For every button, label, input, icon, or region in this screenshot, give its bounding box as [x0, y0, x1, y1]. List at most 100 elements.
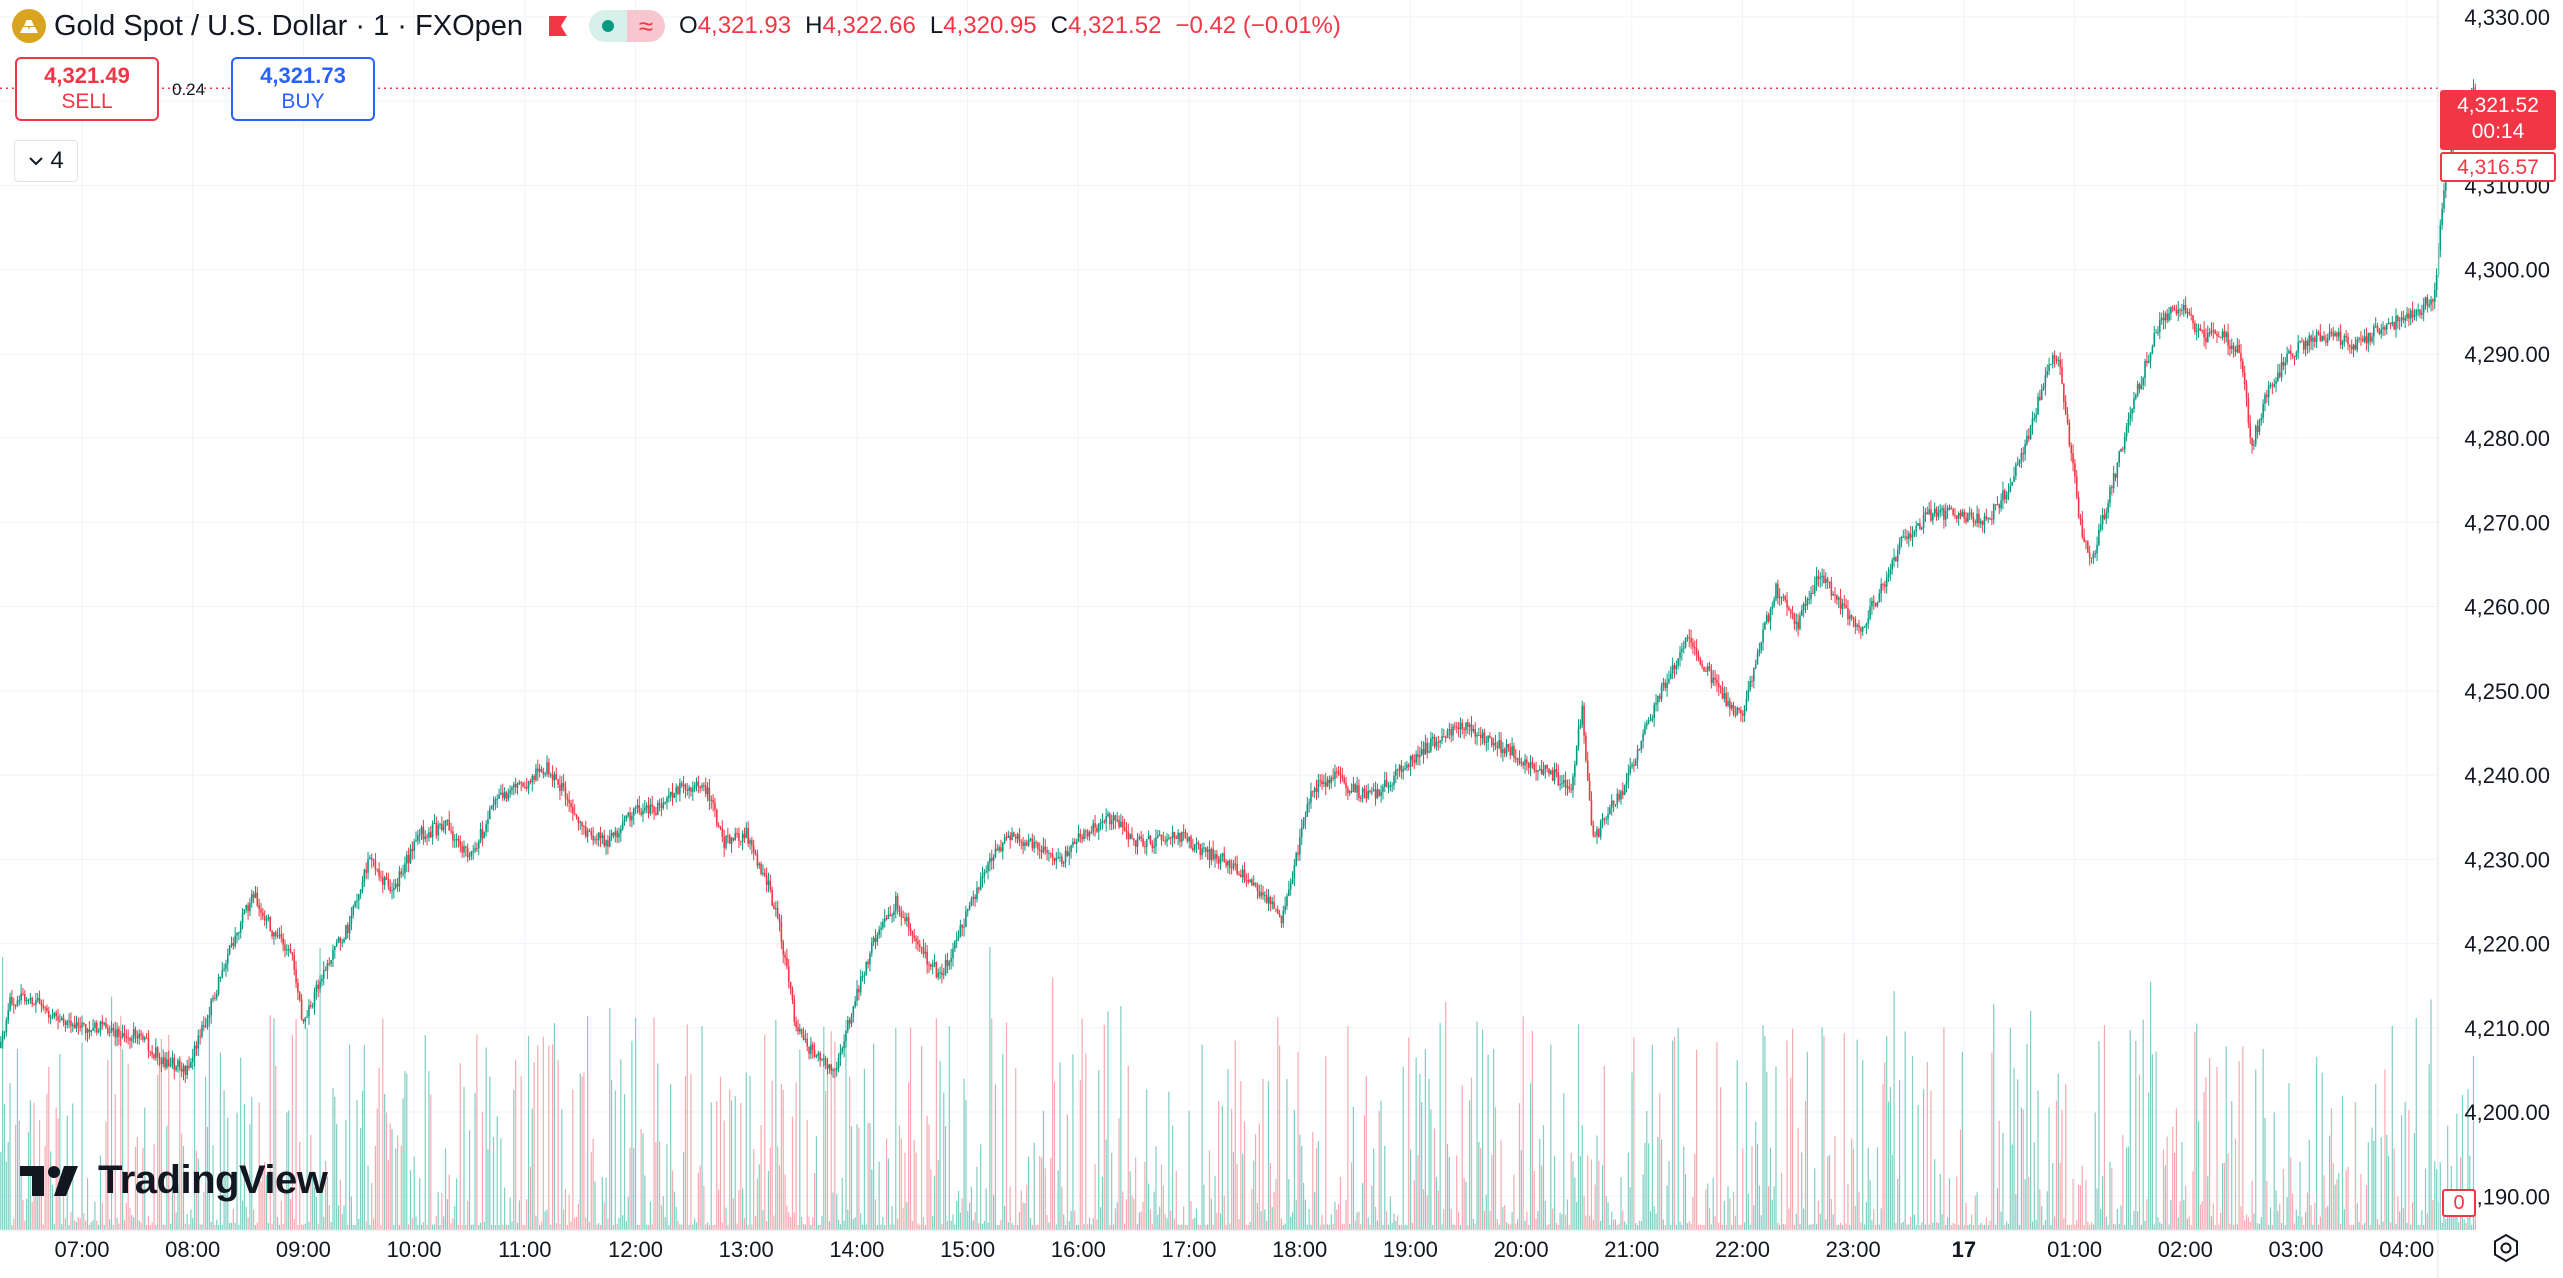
candle-body	[688, 787, 690, 791]
candle-body	[1404, 767, 1406, 770]
volume-bar	[1679, 1221, 1681, 1230]
volume-bar	[2037, 1090, 2039, 1230]
price-axis[interactable]: 4,190.004,200.004,210.004,220.004,230.00…	[2437, 0, 2550, 1278]
candle-body	[2099, 524, 2102, 530]
volume-bar	[2452, 1208, 2454, 1230]
symbol-title[interactable]: Gold Spot / U.S. Dollar · 1 · FXOpen	[54, 9, 524, 42]
open-value: 4,321.93	[697, 12, 792, 39]
volume-bar	[1129, 1171, 1131, 1230]
volume-bar	[991, 1018, 993, 1230]
candle-body	[2258, 420, 2261, 432]
volume-bar	[1164, 1214, 1166, 1230]
candle-body	[1812, 592, 1814, 594]
volume-bar	[1430, 1109, 1432, 1230]
volume-bar	[893, 1224, 895, 1230]
candle-body	[190, 1061, 192, 1068]
candle-body	[20, 993, 22, 1001]
candle-body	[2236, 344, 2239, 352]
volume-bar	[756, 1178, 758, 1230]
volume-bar	[924, 1224, 926, 1230]
candle-body	[1332, 777, 1334, 779]
candle-body	[610, 832, 613, 837]
volume-bar	[2242, 1046, 2244, 1230]
candle-body	[1125, 830, 1128, 832]
volume-bar	[282, 1223, 284, 1230]
candle-body	[1943, 508, 1945, 520]
volume-bar	[2321, 1072, 2323, 1230]
candle-body	[1455, 726, 1458, 728]
volume-bar	[1993, 1003, 1995, 1230]
candle-body	[129, 1038, 131, 1041]
candle-body	[1583, 705, 1585, 736]
candle-body	[446, 819, 449, 821]
volume-bar	[2166, 1136, 2168, 1230]
volume-bar	[679, 1224, 681, 1230]
candle-body	[243, 909, 246, 914]
candle-body	[998, 847, 1000, 851]
volume-bar	[863, 1068, 866, 1230]
candle-body	[896, 896, 899, 909]
candle-body	[2345, 335, 2347, 338]
volume-bar	[286, 1112, 288, 1230]
candle-body	[586, 830, 589, 837]
candle-body	[1085, 830, 1087, 832]
indicators-collapse-button[interactable]: 4	[14, 140, 78, 182]
volume-bar	[719, 1076, 722, 1230]
candle-body	[966, 909, 969, 912]
candle-body	[577, 817, 580, 823]
volume-bar	[631, 1040, 633, 1230]
candle-body	[1540, 769, 1543, 775]
volume-bar	[361, 1090, 364, 1230]
volume-bar	[280, 1200, 282, 1230]
volume-bar	[1791, 1028, 1794, 1230]
candle-body	[1765, 615, 1768, 623]
candle-body	[2267, 385, 2270, 398]
candle-body	[786, 957, 788, 967]
volume-bar	[336, 1123, 338, 1230]
sell-button[interactable]: 4,321.49 SELL	[15, 57, 159, 121]
candle-body	[2240, 352, 2242, 362]
volume-bar	[376, 1108, 378, 1230]
volume-bar	[1393, 1213, 1395, 1230]
candle-body	[607, 840, 609, 847]
volume-bar	[1064, 1224, 1067, 1230]
volume-bar	[2233, 1224, 2235, 1230]
volume-bar	[83, 1213, 85, 1230]
flag-icon[interactable]	[545, 13, 571, 39]
time-axis[interactable]: 07:00 08:00 09:00 10:00 11:00 12:00 13:00 14:00…	[0, 1229, 2438, 1262]
volume-bar	[371, 1182, 373, 1230]
market-status-toggle[interactable]: ≈	[589, 10, 666, 42]
candle-body	[1655, 702, 1657, 705]
candle-body	[679, 782, 681, 794]
buy-button[interactable]: 4,321.73 BUY	[231, 57, 375, 121]
volume-bar	[358, 1218, 360, 1230]
volume-bar	[1566, 1199, 1569, 1230]
volume-bar	[249, 1124, 251, 1230]
volume-bar	[2456, 1113, 2458, 1230]
candle-body	[378, 869, 380, 877]
volume-bar	[127, 1063, 129, 1230]
volume-bar	[238, 1224, 240, 1230]
candle-body	[2000, 500, 2002, 509]
candle-body	[2112, 473, 2115, 489]
candle-body	[950, 958, 952, 962]
volume-bar	[1836, 1224, 1838, 1230]
candle-body	[1738, 707, 1740, 710]
tradingview-watermark[interactable]: TradingView	[20, 1158, 328, 1203]
candle-body	[365, 869, 367, 873]
candle-body	[1845, 605, 1847, 608]
volume-bar	[2373, 1140, 2375, 1230]
volume-bar	[1446, 1144, 1449, 1230]
candle-body	[2336, 332, 2338, 337]
candle-body	[287, 949, 290, 951]
candle-body	[666, 797, 668, 803]
settings-gear-icon[interactable]	[2490, 1232, 2522, 1264]
candle-body	[2291, 353, 2294, 357]
volume-bar	[917, 1223, 919, 1230]
candle-body	[1764, 622, 1766, 630]
candle-body	[1110, 820, 1113, 825]
volume-bar	[2461, 1094, 2464, 1230]
volume-bar	[1068, 1221, 1070, 1230]
volume-bar	[1186, 1225, 1188, 1230]
